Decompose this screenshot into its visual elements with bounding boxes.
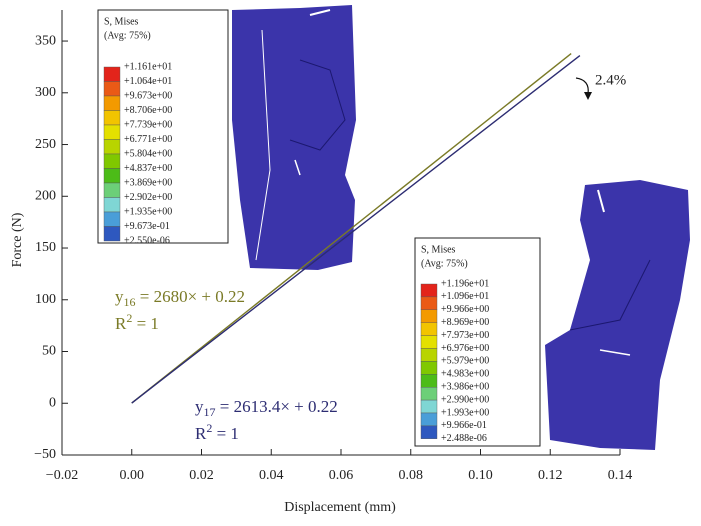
colorbar-label: +1.161e+01 bbox=[124, 61, 172, 72]
colorbar-label: +7.973e+00 bbox=[441, 330, 489, 341]
colorbar-label: +1.935e+00 bbox=[124, 206, 172, 217]
colorbar-label: +4.983e+00 bbox=[441, 369, 489, 380]
colorbar-swatch bbox=[104, 140, 120, 155]
eq-sub: 17 bbox=[204, 405, 216, 419]
annotation: 2.4% bbox=[595, 72, 626, 88]
colorbar: S, Mises (Avg: 75%) +1.196e+01 +1.096e+01 +9… bbox=[415, 238, 540, 446]
colorbar-swatch bbox=[421, 297, 437, 310]
colorbar-swatch bbox=[421, 413, 437, 426]
colorbar-swatch bbox=[104, 212, 120, 227]
x-tick-label: 0.00 bbox=[120, 468, 145, 483]
colorbar-swatch bbox=[104, 125, 120, 140]
eq-rest: = 2680× + 0.22 bbox=[136, 287, 246, 306]
colorbar-label: +8.706e+00 bbox=[124, 105, 172, 116]
r: R bbox=[195, 424, 207, 443]
x-tick-label: 0.04 bbox=[259, 468, 284, 483]
colorbar-label: +2.488e-06 bbox=[441, 433, 487, 444]
mesh-bottom bbox=[545, 180, 690, 450]
x-tick-label: 0.12 bbox=[538, 468, 563, 483]
colorbar-swatch bbox=[421, 374, 437, 387]
y-tick-label: 250 bbox=[35, 137, 56, 152]
x-tick-label: 0.14 bbox=[608, 468, 633, 483]
colorbar: S, Mises (Avg: 75%) +1.161e+01 +1.064e+01 +9… bbox=[98, 10, 228, 246]
colorbar-swatch bbox=[104, 183, 120, 198]
colorbar-label: +9.673e-01 bbox=[124, 221, 170, 232]
y-axis-label: Force (N) bbox=[10, 212, 25, 267]
colorbar-label: +1.993e+00 bbox=[441, 407, 489, 418]
y-tick-label: 300 bbox=[35, 85, 56, 100]
colorbar-swatch bbox=[421, 336, 437, 349]
arrow bbox=[576, 78, 588, 94]
colorbar-swatch bbox=[104, 154, 120, 169]
colorbar-swatch bbox=[421, 284, 437, 297]
r-squared: R2 = 1 bbox=[195, 421, 239, 443]
colorbar-swatch bbox=[421, 361, 437, 374]
x-tick-label: −0.02 bbox=[46, 468, 78, 483]
colorbar-title: S, Mises bbox=[104, 16, 139, 27]
r-squared: R2 = 1 bbox=[115, 311, 159, 333]
colorbar-swatch bbox=[104, 67, 120, 82]
colorbar-label: +4.837e+00 bbox=[124, 163, 172, 174]
colorbar-subtitle: (Avg: 75%) bbox=[421, 258, 468, 269]
y-tick-label: 150 bbox=[35, 240, 56, 255]
colorbar-label: +5.804e+00 bbox=[124, 148, 172, 159]
eq-sub: 16 bbox=[124, 295, 136, 309]
equation: y17 = 2613.4× + 0.22 bbox=[195, 397, 338, 419]
colorbar-label: +2.902e+00 bbox=[124, 192, 172, 203]
colorbar-label: +8.969e+00 bbox=[441, 317, 489, 328]
colorbar-label: +2.550e-06 bbox=[124, 235, 170, 246]
chart: S, Mises (Avg: 75%) +1.161e+01 +1.064e+01 +9… bbox=[0, 0, 701, 526]
equation: y16 = 2680× + 0.22 bbox=[115, 287, 245, 309]
colorbar-swatch bbox=[421, 426, 437, 439]
r-rest: = 1 bbox=[212, 424, 239, 443]
y-tick-label: 100 bbox=[35, 292, 56, 307]
y-tick-label: −50 bbox=[34, 447, 56, 462]
x-axis-label: Displacement (mm) bbox=[284, 500, 396, 515]
colorbar-label: +9.673e+00 bbox=[124, 90, 172, 101]
colorbar-swatch bbox=[104, 198, 120, 213]
colorbar-swatch bbox=[104, 82, 120, 97]
colorbar-swatch bbox=[421, 310, 437, 323]
colorbar-swatch bbox=[104, 169, 120, 184]
colorbar-label: +1.196e+01 bbox=[441, 278, 489, 289]
colorbar-label: +6.771e+00 bbox=[124, 134, 172, 145]
r: R bbox=[115, 314, 127, 333]
y-tick-label: 200 bbox=[35, 188, 56, 203]
x-tick-label: 0.06 bbox=[329, 468, 354, 483]
colorbar-label: +9.966e+00 bbox=[441, 304, 489, 315]
colorbar-subtitle: (Avg: 75%) bbox=[104, 30, 151, 41]
colorbar-label: +6.976e+00 bbox=[441, 343, 489, 354]
y-tick-label: 350 bbox=[35, 33, 56, 48]
colorbar-swatch bbox=[104, 111, 120, 126]
x-tick-label: 0.02 bbox=[189, 468, 214, 483]
colorbar-swatch bbox=[421, 323, 437, 336]
r-rest: = 1 bbox=[132, 314, 159, 333]
colorbar-label: +5.979e+00 bbox=[441, 356, 489, 367]
arrow-head bbox=[584, 92, 592, 100]
colorbar-label: +1.064e+01 bbox=[124, 76, 172, 87]
colorbar-label: +2.990e+00 bbox=[441, 394, 489, 405]
colorbar-swatch bbox=[421, 349, 437, 362]
y-tick-label: 0 bbox=[49, 395, 56, 410]
colorbar-label: +7.739e+00 bbox=[124, 119, 172, 130]
colorbar-label: +3.986e+00 bbox=[441, 381, 489, 392]
y-tick-label: 50 bbox=[42, 344, 56, 359]
colorbar-swatch bbox=[104, 227, 120, 242]
colorbar-swatch bbox=[421, 400, 437, 413]
colorbar-label: +9.966e-01 bbox=[441, 420, 487, 431]
x-tick-label: 0.08 bbox=[399, 468, 424, 483]
colorbar-label: +3.869e+00 bbox=[124, 177, 172, 188]
eq-rest: = 2613.4× + 0.22 bbox=[216, 397, 338, 416]
colorbar-swatch bbox=[104, 96, 120, 111]
colorbar-title: S, Mises bbox=[421, 244, 456, 255]
x-tick-label: 0.10 bbox=[468, 468, 493, 483]
colorbar-label: +1.096e+01 bbox=[441, 291, 489, 302]
mesh-top bbox=[232, 5, 356, 270]
colorbar-swatch bbox=[421, 387, 437, 400]
